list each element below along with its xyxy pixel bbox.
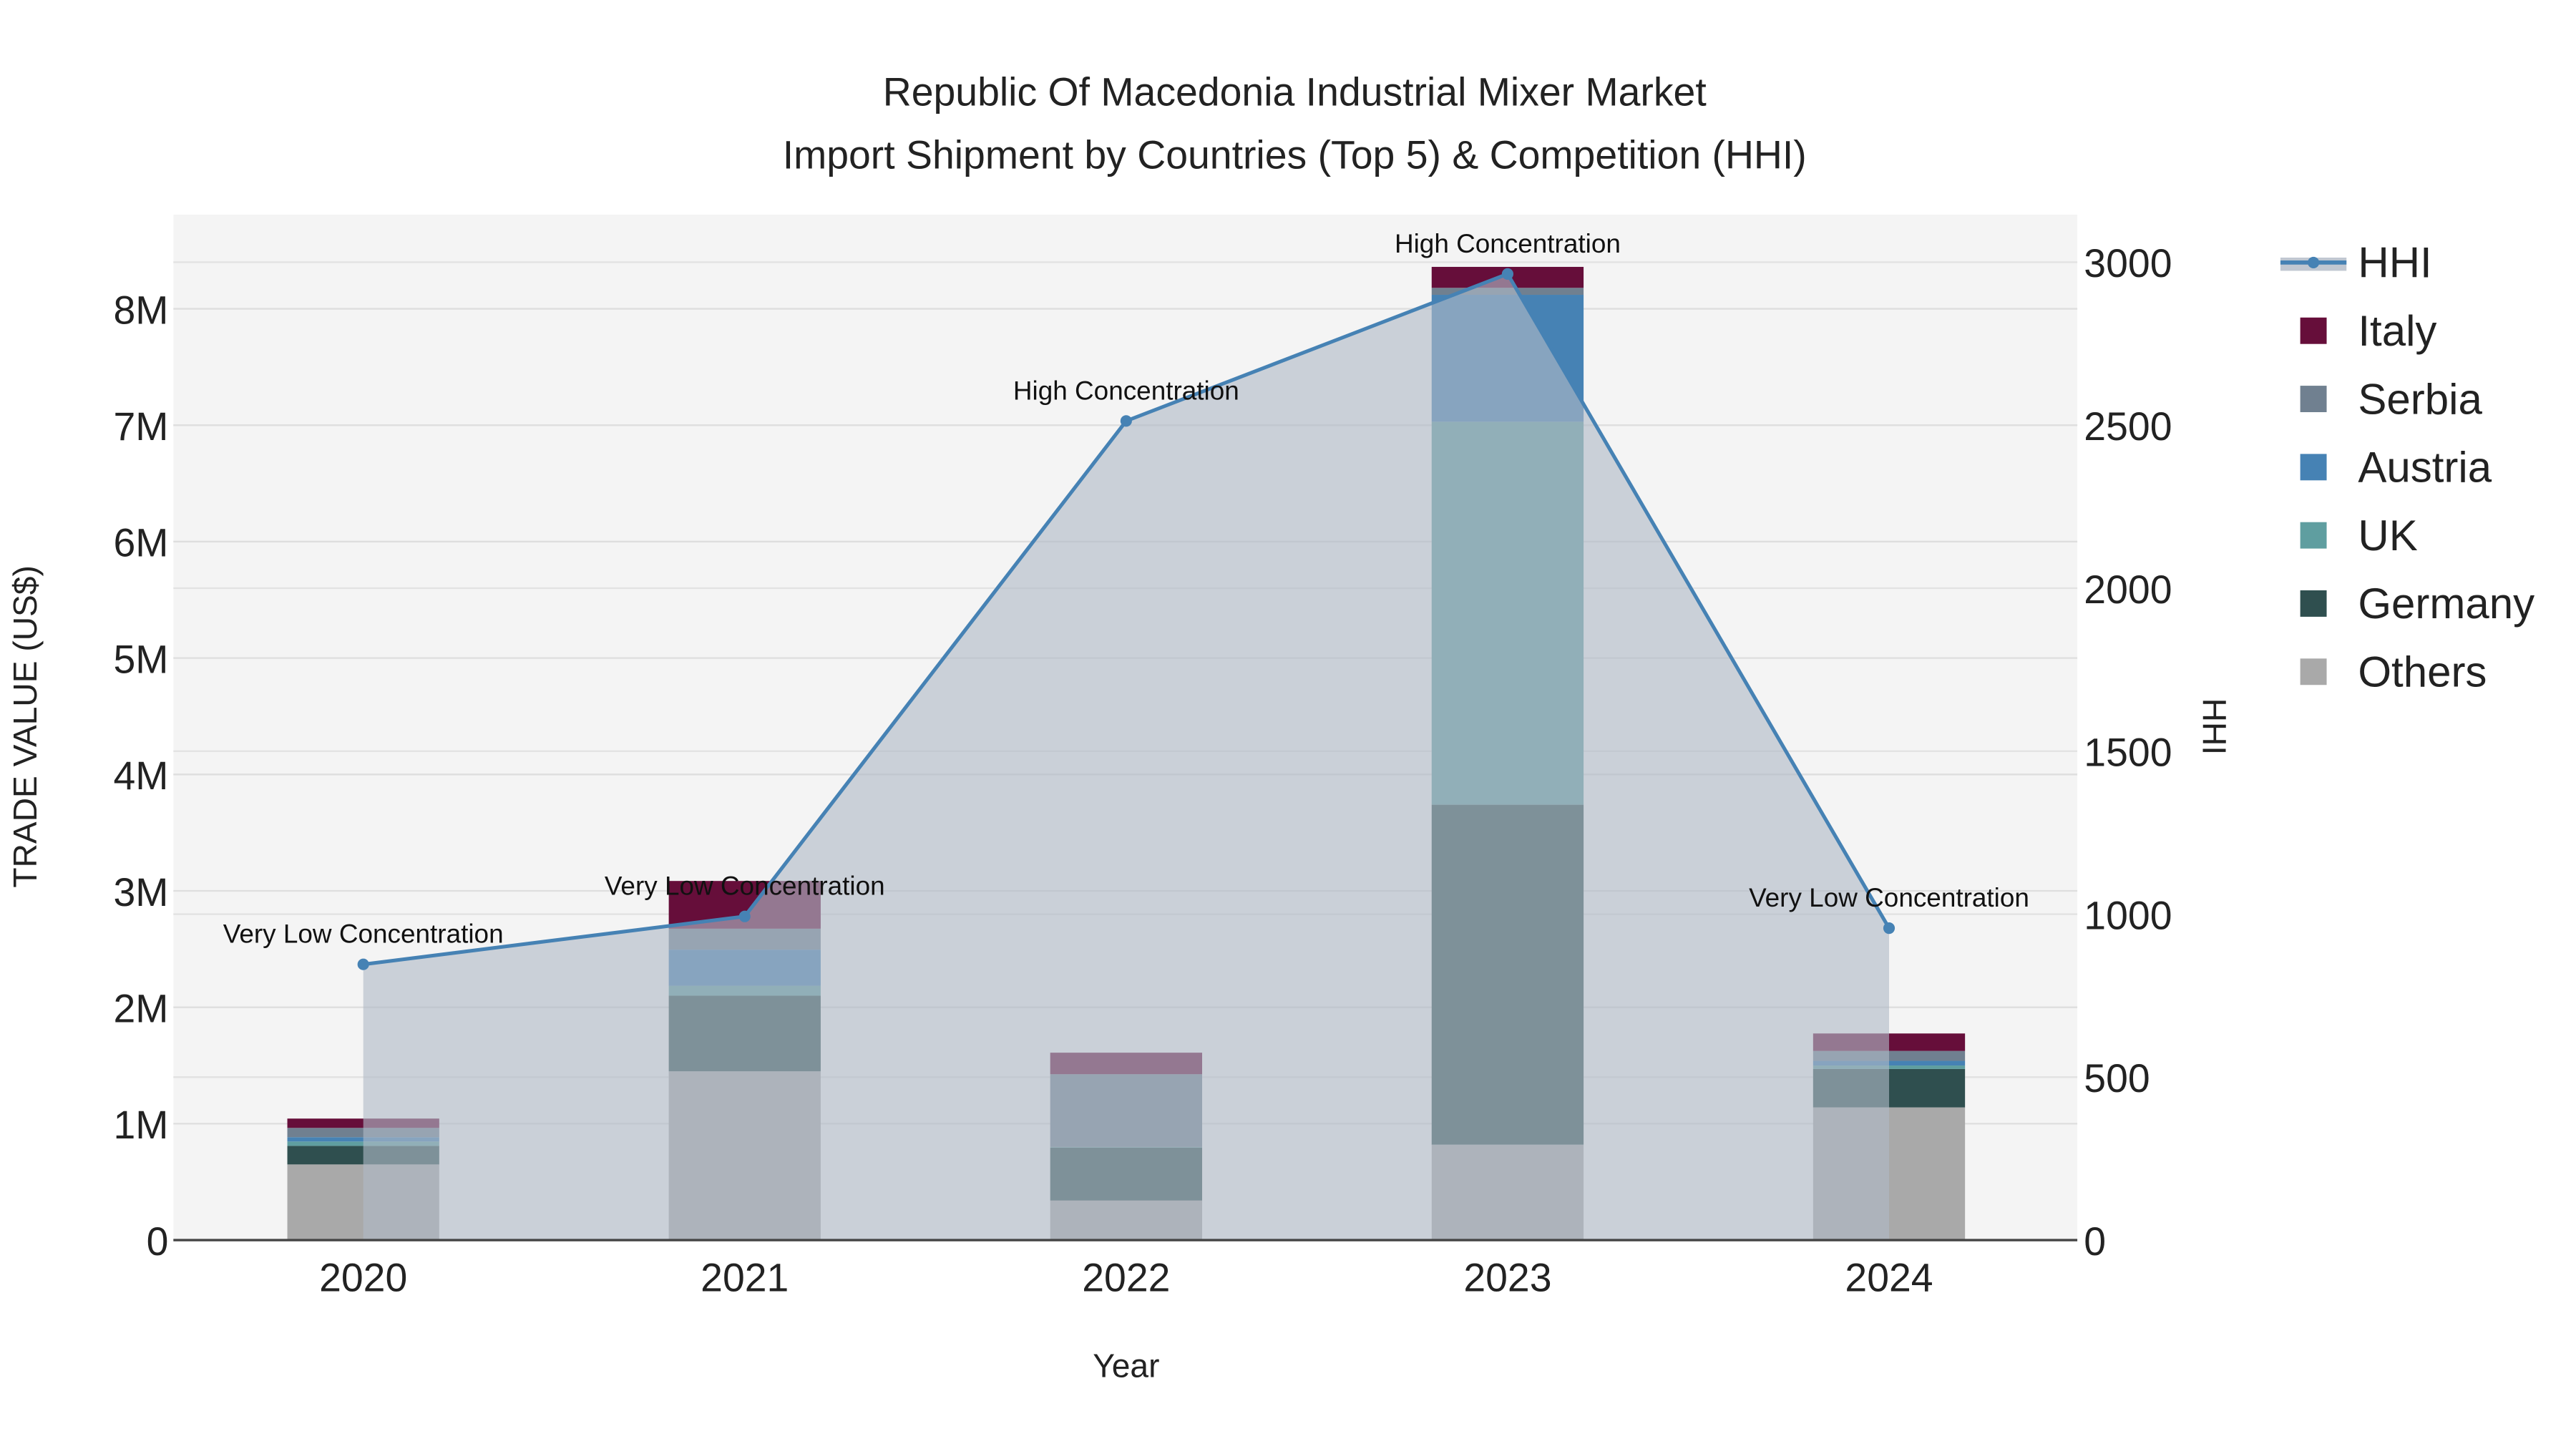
x-axis-label: Year — [1093, 1347, 1159, 1385]
y-tick-label: 4M — [113, 753, 168, 798]
x-tick-label: 2024 — [1845, 1256, 1933, 1300]
hhi-point — [738, 910, 751, 922]
hhi-series: Very Low Concentration Very Low Concentra… — [223, 229, 2029, 1241]
hhi-point — [1883, 922, 1896, 935]
y-tick-label: 2M — [113, 986, 168, 1030]
legend-swatch-austria — [2300, 454, 2327, 481]
legend-swatch-serbia — [2300, 386, 2327, 412]
y-tick-label: 0 — [147, 1219, 169, 1264]
y-tick-label: 8M — [113, 288, 168, 332]
legend-label-uk: UK — [2358, 512, 2417, 560]
legend-label-germany: Germany — [2358, 580, 2534, 628]
legend: HHI Italy Serbia Austria UK Germany Others — [2280, 239, 2534, 696]
legend-label-austria: Austria — [2358, 444, 2492, 492]
y2-tick-label: 1500 — [2084, 731, 2172, 775]
legend-label-italy: Italy — [2358, 307, 2436, 355]
y2-tick-label: 2500 — [2084, 404, 2172, 449]
legend-swatch-hhi-marker — [2308, 256, 2320, 268]
hhi-annotation: High Concentration — [1013, 376, 1239, 405]
y-tick-label: 7M — [113, 404, 168, 449]
legend-swatch-germany — [2300, 590, 2327, 617]
x-tick-label: 2022 — [1082, 1256, 1170, 1300]
x-tick-label: 2023 — [1463, 1256, 1551, 1300]
legend-label-others: Others — [2358, 648, 2487, 696]
y2-tick-label: 500 — [2084, 1056, 2150, 1101]
x-tick-label: 2020 — [319, 1256, 407, 1300]
y2-tick-label: 3000 — [2084, 241, 2172, 286]
hhi-annotation: Very Low Concentration — [1749, 883, 2029, 912]
y-tick-label: 1M — [113, 1103, 168, 1147]
legend-swatch-italy — [2300, 317, 2327, 344]
legend-label-serbia: Serbia — [2358, 375, 2482, 423]
hhi-annotation: High Concentration — [1395, 229, 1621, 258]
legend-swatch-uk — [2300, 522, 2327, 549]
y-tick-label: 6M — [113, 521, 168, 565]
hhi-annotation: Very Low Concentration — [223, 919, 504, 949]
hhi-point — [1501, 268, 1513, 280]
y2-tick-label: 0 — [2084, 1219, 2106, 1264]
legend-label-hhi: HHI — [2358, 239, 2431, 287]
hhi-point — [357, 958, 369, 970]
hhi-area — [363, 273, 1889, 1241]
axes: 0 500 1000 1500 2000 2500 3000 0 1M 2M 3M 4M 5M 6M 7M 8… — [113, 241, 2172, 1299]
y-axis-label: TRADE VALUE (US$) — [6, 565, 44, 887]
chart-title-line2: Import Shipment by Countries (Top 5) & C… — [783, 132, 1807, 177]
legend-swatch-others — [2300, 658, 2327, 686]
y-tick-label: 5M — [113, 637, 168, 681]
x-tick-label: 2021 — [701, 1256, 789, 1300]
y2-tick-label: 2000 — [2084, 567, 2172, 612]
y-tick-label: 3M — [113, 870, 168, 914]
y2-tick-label: 1000 — [2084, 893, 2172, 937]
hhi-point — [1120, 415, 1132, 427]
y2-axis-label: HHI — [2195, 698, 2233, 755]
chart-title-line1: Republic Of Macedonia Industrial Mixer M… — [883, 70, 1707, 114]
hhi-annotation: Very Low Concentration — [605, 872, 885, 901]
